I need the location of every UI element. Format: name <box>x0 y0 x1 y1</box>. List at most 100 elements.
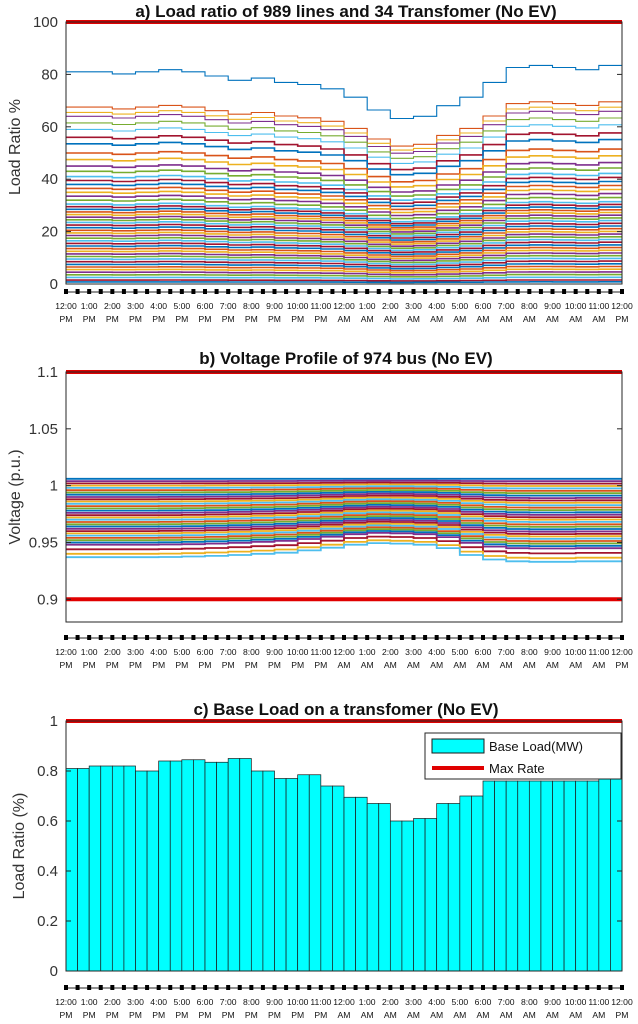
panel-a-xtick-minor <box>284 289 289 294</box>
panel-a-xtick-period: PM <box>129 314 142 324</box>
legend-label-max-rate: Max Rate <box>489 761 545 776</box>
panel-a-xtick-period: AM <box>338 314 351 324</box>
panel-a-series-line <box>66 254 622 264</box>
panel-c-xtick-time: 7:00 <box>220 997 237 1007</box>
panel-c-bar <box>355 796 368 972</box>
panel-b-xtick-period: AM <box>477 660 490 670</box>
panel-b-xtick-period: PM <box>60 660 73 670</box>
panel-a-xtick-period: AM <box>546 314 559 324</box>
panel-a-series-line <box>66 263 622 270</box>
panel-c-ytick-label: 0.4 <box>37 863 58 880</box>
panel-a-xtick-period: PM <box>60 314 73 324</box>
panel-a-ytick-label: 100 <box>33 14 58 31</box>
panel-a-ytick-label: 20 <box>41 224 58 241</box>
panel-c-xtick-time: 6:00 <box>475 997 492 1007</box>
panel-a-xtick-period: AM <box>407 314 420 324</box>
panel-c-bar <box>424 818 438 972</box>
panel-c-bar <box>494 780 507 972</box>
panel-b-xtick-minor <box>562 635 567 640</box>
panel-b-xtick-mark <box>527 635 532 640</box>
panel-b-xtick-minor <box>585 635 590 640</box>
panel-c-xtick-mark <box>596 985 601 990</box>
panel-c-xtick-time: 3:00 <box>405 997 422 1007</box>
panel-c-bar <box>193 759 206 972</box>
panel-a-xtick-minor <box>562 289 567 294</box>
panel-a-xtick-mark <box>318 289 323 294</box>
panel-c-y-axis-label: Load Ratio (%) <box>11 793 28 900</box>
panel-b-xtick-time: 5:00 <box>451 647 468 657</box>
panel-b-series-line <box>66 518 622 533</box>
panel-b-series-line <box>66 522 622 538</box>
panel-b-xtick-time: 12:00 <box>333 647 355 657</box>
panel-c-xtick-period: PM <box>245 1010 258 1020</box>
panel-a-xtick-time: 2:00 <box>382 301 399 311</box>
panel-c-bar <box>540 780 553 972</box>
panel-b-xtick-period: AM <box>430 660 443 670</box>
panel-a-ytick-label: 80 <box>41 66 58 83</box>
panel-a-xtick-time: 1:00 <box>359 301 376 311</box>
panel-b-xtick-period: PM <box>129 660 142 670</box>
panel-b-x-ticks: 12:00 PM 1:00 PM 2:00 PM 3:00 PM 4:00 PM 5:00 PM 6:0… <box>55 635 633 670</box>
panel-c-bar <box>563 780 577 972</box>
panel-a-y-ticks: 0 20 40 60 80 100 <box>33 14 622 293</box>
panel-c-bars <box>65 719 623 972</box>
panel-c-xtick-minor <box>214 985 219 990</box>
panel-c-xtick-time: 2:00 <box>382 997 399 1007</box>
panel-c-xtick-minor <box>515 985 520 990</box>
panel-b-xtick-mark <box>573 635 578 640</box>
panel-b-series-line <box>66 489 622 495</box>
panel-b-xtick-mark <box>203 635 207 640</box>
panel-c-bar <box>378 803 391 972</box>
panel-b-xtick-period: AM <box>407 660 420 670</box>
panel-a-xtick-time: 11:00 <box>588 301 609 311</box>
panel-c-bar <box>169 760 183 972</box>
panel-a-x-ticks: 12:00 PM 1:00 PM 2:00 PM 3:00 PM 4:00 PM 5:00 PM 6:0… <box>55 289 633 324</box>
panel-c-ytick-label: 0 <box>50 963 58 980</box>
panel-c-bar <box>135 770 148 972</box>
panel-a-series-line <box>66 252 622 262</box>
panel-b-xtick-period: AM <box>523 660 536 670</box>
panel-c-xtick-period: AM <box>361 1010 374 1020</box>
panel-c-xtick-mark <box>573 985 578 990</box>
panel-a-xtick-mark <box>481 289 485 294</box>
panel-b-xtick-minor <box>75 635 80 640</box>
panel-a-xtick-minor <box>423 289 428 294</box>
panel-b-y-axis-label: Voltage (p.u.) <box>7 449 24 544</box>
panel-a-xtick-time: 2:00 <box>104 301 121 311</box>
panel-a-xtick-time: 6:00 <box>475 301 492 311</box>
panel-a-xtick-minor <box>214 289 219 294</box>
panel-b-xtick-period: PM <box>616 660 629 670</box>
panel-c-bar <box>389 820 403 972</box>
panel-c-bar <box>88 765 102 972</box>
panel-c-bar <box>436 803 449 972</box>
panel-a-xtick-time: 6:00 <box>197 301 214 311</box>
panel-c-xtick-time: 9:00 <box>544 997 561 1007</box>
panel-c-xtick-period: AM <box>592 1010 605 1020</box>
panel-c-bar <box>181 759 194 972</box>
panel-c-xtick-time: 12:00 <box>55 997 77 1007</box>
panel-a-series-line <box>66 246 622 258</box>
panel-a-xtick-minor <box>469 289 474 294</box>
panel-a-xtick-mark <box>342 289 346 294</box>
panel-c-xtick-minor <box>168 985 173 990</box>
panel-a-ytick-label: 60 <box>41 119 58 136</box>
panel-c-xtick-mark <box>457 985 462 990</box>
panel-b-xtick-minor <box>307 635 312 640</box>
panel-c-x-ticks: 12:00 PM 1:00 PM 2:00 PM 3:00 PM 4:00 PM 5:00 PM 6:0… <box>55 985 633 1020</box>
panel-c-xtick-mark <box>203 985 207 990</box>
panel-c-xtick-minor <box>423 985 428 990</box>
panel-a-xtick-mark <box>203 289 207 294</box>
panel-b-xtick-minor <box>492 635 497 640</box>
panel-c-xtick-mark <box>434 985 439 990</box>
panel-b-xtick-time: 11:00 <box>310 647 331 657</box>
panel-c-xtick-mark <box>504 985 509 990</box>
panel-c-xtick-minor <box>562 985 567 990</box>
panel-a-xtick-minor <box>145 289 150 294</box>
panel-a-xtick-period: AM <box>361 314 374 324</box>
panel-c-xtick-minor <box>121 985 126 990</box>
panel-a-series-line <box>66 281 622 284</box>
panel-c-bar <box>227 758 241 972</box>
panel-a-load-ratio-chart: a) Load ratio of 989 lines and 34 Transf… <box>7 2 633 324</box>
panel-c-xtick-mark <box>550 985 555 990</box>
panel-b-xtick-minor <box>469 635 474 640</box>
